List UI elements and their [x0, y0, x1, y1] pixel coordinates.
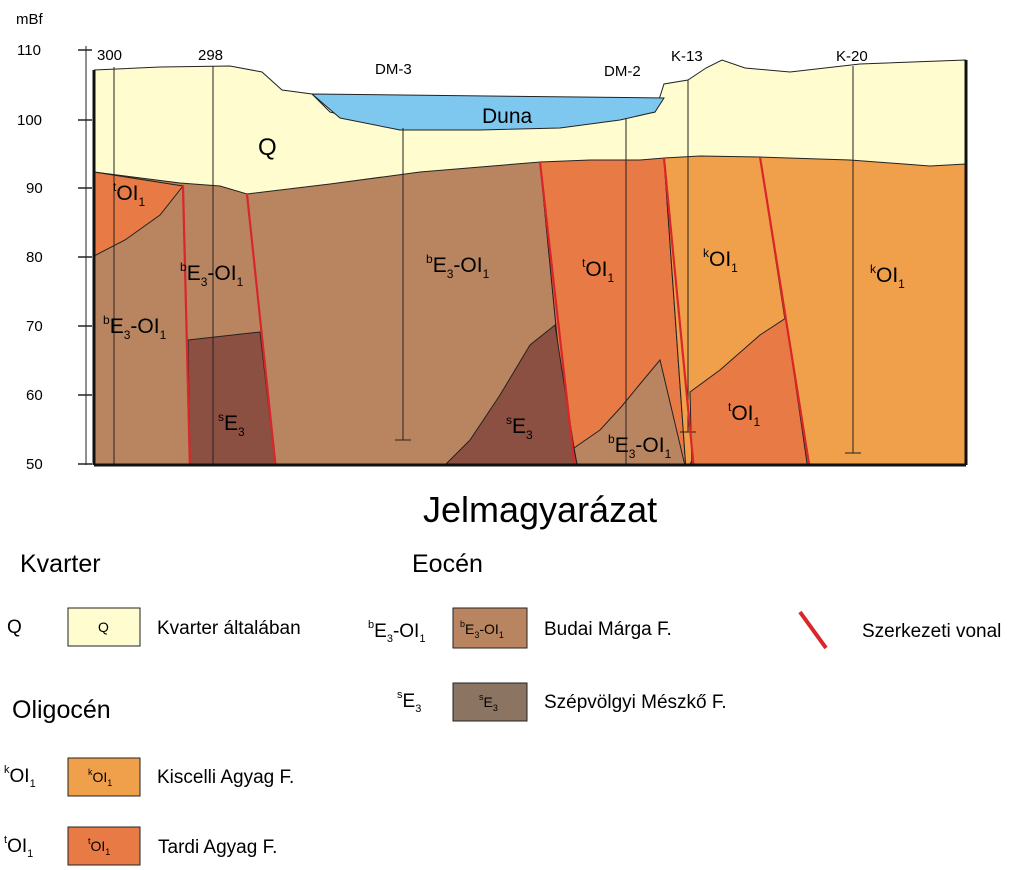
label-szepvolgy-middle: sE3 — [506, 413, 533, 442]
well-label: 300 — [97, 47, 122, 64]
legend-code-q: Q — [7, 617, 22, 638]
y-ticks: 110 100 90 80 70 60 50 — [17, 42, 92, 473]
legend-swatch-label-szepvolgy: sE3 — [479, 692, 498, 713]
river-label: Duna — [482, 105, 533, 128]
river-duna — [310, 93, 665, 131]
label-buda-east: bE3-OI1 — [608, 432, 672, 461]
legend-code-szepvolgy: sE3 — [397, 689, 421, 715]
label-tard-east: tOI1 — [728, 400, 761, 429]
fault-line — [181, 185, 191, 465]
well-label: DM-2 — [604, 63, 641, 80]
legend-item-szepvolgy: sE3 sE3 Szépvölgyi Mészkő F. — [397, 682, 727, 722]
unit-kiscell-east — [759, 156, 966, 465]
label-buda-300: bE3-OI1 — [103, 313, 167, 342]
legend-name-szepvolgy: Szépvölgyi Mészkő F. — [544, 692, 727, 713]
legend-swatch-label-kiscell: kOI1 — [88, 767, 112, 788]
legend-name-q: Kvarter általában — [157, 618, 301, 639]
label-tard-middle: tOI1 — [582, 256, 615, 285]
y-tick-label: 90 — [26, 180, 43, 197]
well-label: DM-3 — [375, 61, 412, 78]
legend-code-kiscell: kOI1 — [4, 764, 36, 790]
legend-group-eocen: Eocén — [412, 550, 483, 578]
well-lines — [113, 66, 861, 465]
well-label: K-13 — [671, 48, 703, 65]
legend-name-tard: Tardi Agyag F. — [158, 837, 277, 858]
legend-swatch-szepvolgy — [452, 682, 528, 722]
fault-line — [538, 161, 576, 465]
unit-buda-marl-east — [573, 358, 686, 465]
legend-swatch-label-tard: tOI1 — [88, 836, 110, 857]
legend: Jelmagyarázat Kvarter Oligocén Eocén Q Q… — [4, 489, 1001, 866]
label-szepvolgy-west: sE3 — [218, 410, 245, 439]
legend-swatch-label-buda: bE3-OI1 — [460, 619, 504, 640]
legend-fault-icon — [798, 610, 828, 650]
legend-code-tard: tOI1 — [4, 834, 33, 860]
label-buda-middle: bE3-OI1 — [426, 252, 490, 281]
legend-name-kiscell: Kiscelli Agyag F. — [157, 767, 294, 788]
legend-swatch-label-q: Q — [98, 619, 109, 635]
section-labels: Duna Q tOI1 bE3-OI1 bE3-OI1 bE3-OI1 sE3 … — [103, 105, 905, 461]
legend-title: Jelmagyarázat — [423, 489, 657, 530]
y-tick-label: 80 — [26, 249, 43, 266]
fault-line — [245, 193, 277, 465]
legend-code-buda: bE3-OI1 — [368, 619, 425, 645]
well-label: 298 — [198, 47, 223, 64]
label-q: Q — [258, 134, 277, 161]
y-tick-label: 50 — [26, 456, 43, 473]
label-tard-west: tOI1 — [113, 180, 146, 209]
legend-name-fault: Szerkezeti vonal — [862, 621, 1001, 642]
fault-line — [662, 157, 695, 465]
well-labels: 300 298 DM-3 DM-2 K-13 K-20 — [97, 47, 868, 80]
legend-group-kvarter: Kvarter — [20, 550, 101, 578]
legend-item-fault: Szerkezeti vonal — [798, 610, 1001, 650]
legend-item-q: Q Q Kvarter általában — [7, 607, 301, 647]
unit-szepvolgy-middle — [444, 324, 578, 465]
label-buda-298: bE3-OI1 — [180, 260, 244, 289]
legend-swatch-tard — [67, 826, 141, 866]
legend-item-buda: bE3-OI1 bE3-OI1 Budai Márga F. — [368, 607, 672, 649]
label-kiscell-middle: kOI1 — [703, 246, 738, 275]
y-tick-label: 70 — [26, 318, 43, 335]
well-label: K-20 — [836, 48, 868, 65]
label-kiscell-east: kOI1 — [870, 262, 905, 291]
legend-swatch-q — [67, 607, 141, 647]
legend-item-kiscell: kOI1 kOI1 Kiscelli Agyag F. — [4, 757, 294, 797]
legend-swatch-kiscell — [67, 757, 141, 797]
legend-name-buda: Budai Márga F. — [544, 619, 672, 640]
y-tick-label: 110 — [17, 42, 41, 59]
section-body — [94, 59, 966, 465]
legend-swatch-buda — [452, 607, 528, 649]
fault-lines — [181, 156, 811, 465]
unit-tard-west — [94, 171, 184, 257]
y-axis-unit: mBf — [16, 11, 44, 28]
y-axis: mBf 110 100 90 80 70 60 50 — [16, 11, 92, 473]
y-tick-label: 100 — [17, 112, 42, 129]
y-tick-label: 60 — [26, 387, 43, 404]
legend-group-oligocen: Oligocén — [12, 696, 111, 724]
fault-line — [758, 156, 811, 465]
legend-item-tard: tOI1 tOI1 Tardi Agyag F. — [4, 826, 277, 866]
